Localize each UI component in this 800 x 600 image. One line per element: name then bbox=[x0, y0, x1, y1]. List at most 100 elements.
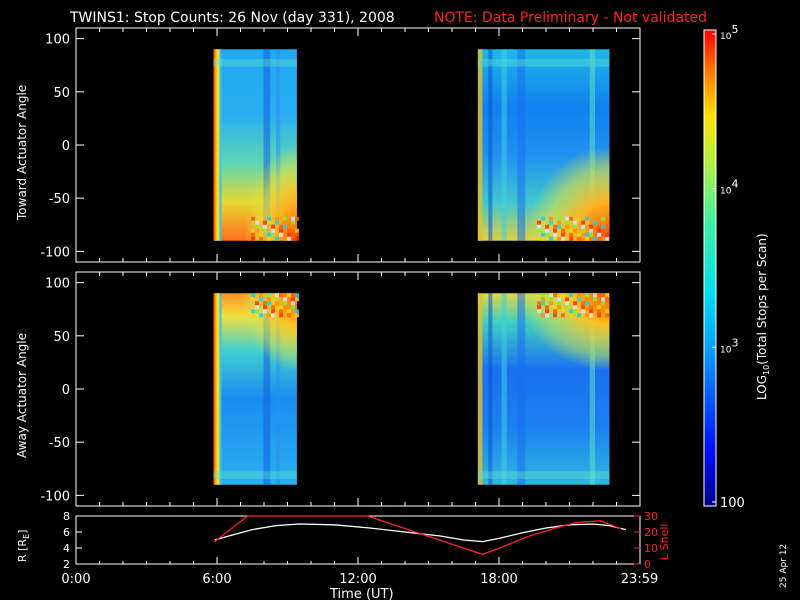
heatmap-pixel bbox=[577, 216, 582, 221]
heatmap-pixel bbox=[259, 236, 264, 241]
heatmap-pixel bbox=[251, 216, 256, 221]
heatmap-pixel bbox=[537, 301, 542, 306]
x-tick-label: 12:00 bbox=[339, 572, 376, 587]
heatmap-pixel bbox=[259, 297, 264, 302]
y2-tick-label: 20 bbox=[644, 526, 658, 539]
heatmap-pixel bbox=[271, 313, 276, 318]
heatmap-pixel bbox=[557, 301, 562, 306]
y-tick-label: 100 bbox=[45, 277, 70, 292]
heatmap-pixel bbox=[287, 313, 292, 318]
heatmap-pixel bbox=[601, 297, 606, 302]
heatmap-pixel bbox=[569, 297, 574, 302]
heatmap-pixel bbox=[557, 236, 562, 241]
heatmap-hot-region bbox=[517, 135, 610, 241]
x-tick-label: 0:00 bbox=[61, 572, 90, 587]
heatmap-pixel bbox=[597, 293, 602, 298]
colorbar-tick-base: 10 bbox=[720, 32, 732, 42]
heatmap-pixel bbox=[295, 313, 300, 318]
heatmap-pixel bbox=[553, 293, 558, 298]
heatmap-pixel bbox=[601, 305, 606, 310]
orbit-series bbox=[214, 515, 627, 556]
heatmap-pixel bbox=[561, 232, 566, 237]
heatmap-pixel bbox=[255, 309, 260, 314]
heatmap-pixel bbox=[541, 220, 546, 225]
chart-title: TWINS1: Stop Counts: 26 Nov (day 331), 2… bbox=[69, 10, 395, 26]
heatmap-pixel bbox=[569, 293, 574, 298]
orbit-plot-frame bbox=[75, 515, 641, 565]
heatmap-pixel bbox=[279, 305, 284, 310]
orbit-y2-label: L Shell bbox=[658, 524, 671, 560]
heatmap-pixel bbox=[549, 236, 554, 241]
y2-tick-label: 0 bbox=[644, 558, 651, 571]
y2-tick-label: 30 bbox=[644, 510, 658, 523]
heatmap-pixel bbox=[585, 293, 590, 298]
heatmap-pixel bbox=[541, 236, 546, 241]
heatmap-pixel bbox=[553, 305, 558, 310]
heatmap-pixel bbox=[537, 224, 542, 229]
heatmap-edge bbox=[477, 293, 483, 485]
heatmap-pixel bbox=[291, 301, 296, 306]
heatmap-pixel bbox=[593, 220, 598, 225]
heatmap-streak bbox=[589, 293, 595, 485]
heatmap-pixel bbox=[283, 305, 288, 310]
heatmap-pixel bbox=[589, 305, 594, 310]
heatmap-pixel bbox=[569, 313, 574, 318]
heatmap-pixel bbox=[537, 220, 542, 225]
colorbar-gradient bbox=[703, 29, 717, 507]
heatmap-pixel bbox=[271, 224, 276, 229]
heatmap-pixel bbox=[255, 305, 260, 310]
heatmap-edge bbox=[213, 49, 221, 241]
heatmap-pixel bbox=[275, 236, 280, 241]
y2-tick-label: 10 bbox=[644, 542, 658, 555]
heatmap-pixel bbox=[573, 309, 578, 314]
heatmap-pixel bbox=[267, 236, 272, 241]
colorbar-label-suffix: (Total Stops per Scan) bbox=[755, 233, 769, 364]
heatmap-pixel bbox=[291, 305, 296, 310]
heatmap-pixel bbox=[275, 216, 280, 221]
heatmap-pixel bbox=[263, 309, 268, 314]
heatmap-pixel bbox=[549, 220, 554, 225]
orbit-y-label-sub: E bbox=[22, 534, 31, 539]
heatmap-pixel bbox=[291, 224, 296, 229]
heatmap-pixel bbox=[271, 305, 276, 310]
heatmap-pixel bbox=[605, 236, 610, 241]
heatmap-pixel bbox=[573, 228, 578, 233]
colorbar-tick-base: 100 bbox=[720, 496, 745, 511]
heatmap-pixel bbox=[545, 232, 550, 237]
heatmap-pixel bbox=[569, 309, 574, 314]
heatmap-pixel bbox=[267, 313, 272, 318]
heatmap-pixel bbox=[283, 301, 288, 306]
heatmap-pixel bbox=[259, 313, 264, 318]
colorbar-tick-label: 103 bbox=[720, 336, 738, 355]
heatmap-pixel bbox=[295, 293, 300, 298]
heatmap-pixel bbox=[275, 220, 280, 225]
heatmap-streak bbox=[263, 293, 271, 485]
heatmap-pixel bbox=[295, 236, 300, 241]
heatmap-pixel bbox=[279, 309, 284, 314]
heatmap-pixel bbox=[593, 301, 598, 306]
heatmap-pixel bbox=[561, 236, 566, 241]
heatmap-pixel bbox=[585, 313, 590, 318]
heatmap-pixel bbox=[605, 313, 610, 318]
footer-date: 25 Apr 12 bbox=[779, 544, 789, 588]
heatmap-pixel bbox=[601, 236, 606, 241]
away-panel: 100 50 0 -50 -100 Away Actuator Angle bbox=[15, 271, 641, 507]
heatmap-pixel bbox=[283, 297, 288, 302]
heatmap-pixel bbox=[605, 293, 610, 298]
orbit-x-ticks: 0:00 6:00 12:00 18:00 23:59 bbox=[61, 557, 658, 587]
y-tick-label: 6 bbox=[63, 526, 70, 539]
heatmap-pixel bbox=[549, 293, 554, 298]
colorbar-label-prefix: LOG bbox=[755, 375, 769, 400]
heatmap-pixel bbox=[601, 220, 606, 225]
orbit-y2-ticks: 30 20 10 0 bbox=[634, 510, 658, 571]
heatmap-pixel bbox=[577, 293, 582, 298]
y-tick-label: 0 bbox=[62, 383, 70, 398]
orbit-panel: 8 6 4 2 30 20 10 0 0:00 6:00 12:00 18:00 23:59 R [… bbox=[16, 510, 671, 600]
orbit-y-label: R [RE] bbox=[16, 530, 31, 562]
heatmap-pixel bbox=[585, 236, 590, 241]
l-shell-line bbox=[214, 515, 622, 556]
heatmap-pixel bbox=[287, 228, 292, 233]
colorbar-tick-label: 100 bbox=[720, 496, 745, 511]
